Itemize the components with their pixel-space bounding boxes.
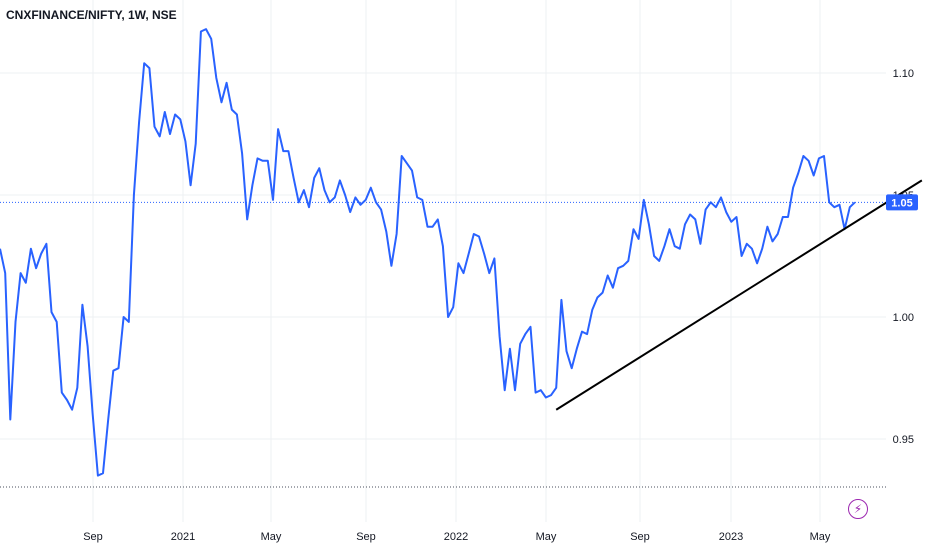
x-tick-label: May	[536, 531, 557, 543]
last-value-tag: 1.05	[886, 194, 918, 210]
x-tick-label: 2021	[171, 531, 195, 543]
last-value-tag-label: 1.05	[891, 197, 912, 209]
x-tick-label: Sep	[630, 531, 650, 543]
x-tick-label: Sep	[83, 531, 103, 543]
y-tick-label: 1.10	[893, 68, 914, 80]
x-axis-labels: Sep 2021 May Sep 2022 May Sep 2023 May	[83, 531, 831, 543]
x-tick-label: May	[261, 531, 282, 543]
x-tick-label: 2022	[444, 531, 468, 543]
grid-vertical-lines	[93, 0, 820, 522]
x-tick-label: Sep	[356, 531, 376, 543]
y-axis-labels: 1.10 1.05 1.00 0.95	[893, 68, 914, 446]
x-tick-label: May	[810, 531, 831, 543]
trend-line[interactable]	[556, 180, 922, 409]
chart-title: CNXFINANCE/NIFTY, 1W, NSE	[6, 8, 177, 22]
y-tick-label: 0.95	[893, 434, 914, 446]
y-tick-label: 1.00	[893, 312, 914, 324]
lightning-icon[interactable]: ⚡	[848, 499, 868, 519]
x-tick-label: 2023	[719, 531, 743, 543]
series-line	[0, 29, 855, 476]
